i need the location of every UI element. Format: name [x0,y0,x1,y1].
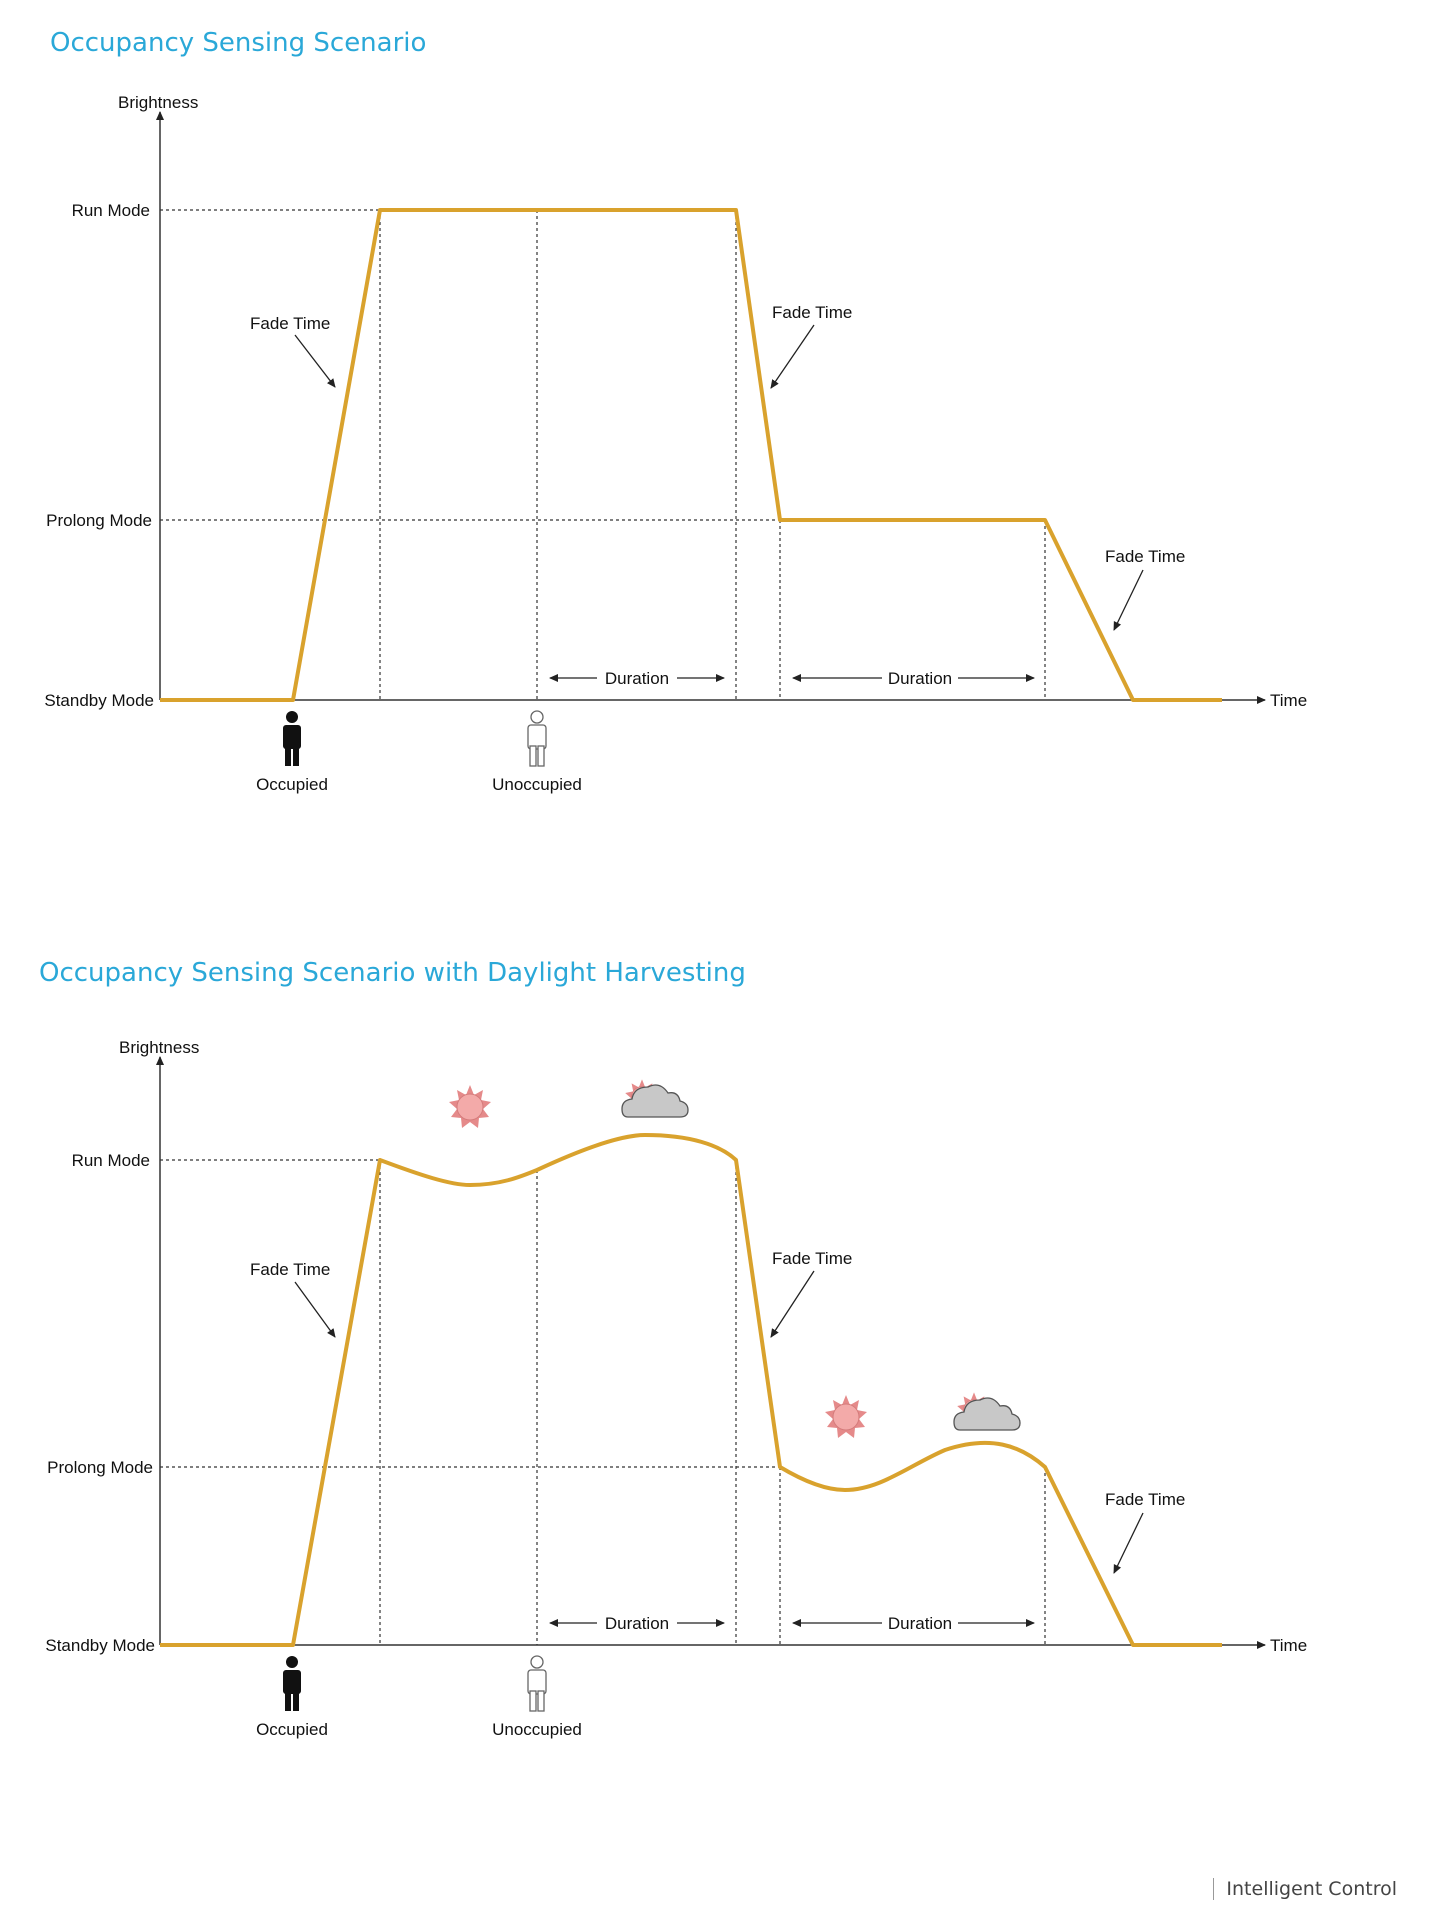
unoccupied-person-icon [527,1655,547,1712]
guide-lines [160,209,1046,700]
fade-time-label-3: Fade Time [1105,1490,1185,1509]
fade-arrow-3 [1113,569,1144,631]
sun-icon [448,1084,492,1129]
occupied-person-icon [283,1656,301,1711]
fade-arrow-1 [294,1281,336,1338]
brightness-curve [160,208,1222,702]
section-title-daylight: Occupancy Sensing Scenario with Daylight… [39,958,746,988]
duration-label-2: Duration [888,669,952,688]
fade-time-label-1: Fade Time [250,1260,330,1279]
occupied-label: Occupied [256,775,328,794]
x-axis-label: Time [1270,691,1307,710]
sun-cloud-icon [953,1392,1021,1431]
brightness-curve [160,1133,1222,1647]
fade-time-label-1: Fade Time [250,314,330,333]
occupied-person-icon [283,711,301,766]
unoccupied-person-icon [527,710,547,767]
y-axis-label: Brightness [118,93,198,112]
daylight-harvesting-diagram: Brightness Time Run Mode Prolong Mode St… [45,1038,1307,1739]
fade-arrow-2 [770,1270,815,1338]
x-axis-label: Time [1270,1636,1307,1655]
level-standby-label: Standby Mode [45,1636,155,1655]
level-prolong-label: Prolong Mode [47,1458,153,1477]
unoccupied-label: Unoccupied [492,1720,582,1739]
y-axis-label: Brightness [119,1038,199,1057]
sun-cloud-icon [621,1079,689,1118]
sun-icon [824,1394,868,1439]
unoccupied-label: Unoccupied [492,775,582,794]
duration-label-1: Duration [605,1614,669,1633]
fade-time-label-2: Fade Time [772,303,852,322]
occupancy-diagram: Brightness Time Run Mode Prolong Mode St… [44,93,1307,794]
fade-arrow-1 [294,334,336,388]
fade-time-label-3: Fade Time [1105,547,1185,566]
level-prolong-label: Prolong Mode [46,511,152,530]
level-run-label: Run Mode [72,1151,150,1170]
level-standby-label: Standby Mode [44,691,154,710]
duration-label-2: Duration [888,1614,952,1633]
occupied-label: Occupied [256,1720,328,1739]
guide-lines [160,1159,1046,1645]
footer-caption: Intelligent Control [1213,1878,1397,1900]
level-run-label: Run Mode [72,201,150,220]
fade-arrow-2 [770,324,815,389]
fade-time-label-2: Fade Time [772,1249,852,1268]
fade-arrow-3 [1113,1512,1144,1574]
section-title-occupancy: Occupancy Sensing Scenario [50,28,427,58]
duration-label-1: Duration [605,669,669,688]
